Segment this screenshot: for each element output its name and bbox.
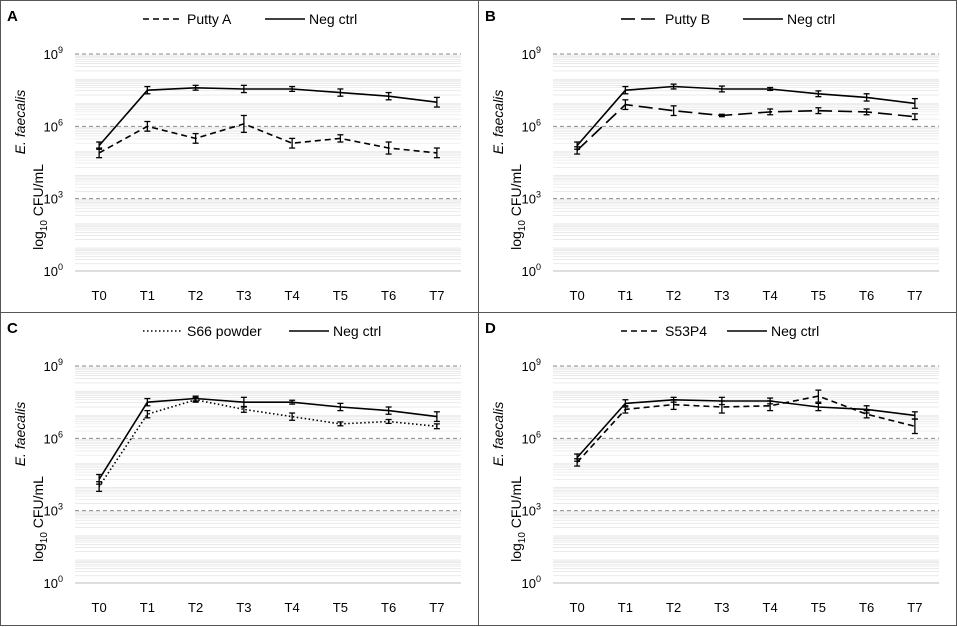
x-tick-label: T1 [140, 600, 155, 615]
x-tick-label: T6 [859, 600, 874, 615]
y-axis-label-line1: E. faecalis [12, 402, 28, 467]
y-tick-label: 100 [522, 262, 541, 279]
y-tick-label: 100 [522, 574, 541, 591]
x-tick-label: T2 [188, 288, 203, 303]
series-line-0 [98, 123, 437, 154]
y-tick-label: 103 [522, 502, 541, 519]
x-tick-label: T3 [714, 600, 729, 615]
x-tick-label: T0 [570, 288, 585, 303]
series-line-1 [576, 398, 915, 459]
series-line-0 [576, 395, 916, 463]
x-tick-label: T6 [381, 288, 396, 303]
x-tick-label: T6 [381, 600, 396, 615]
y-tick-label: 103 [522, 190, 541, 207]
x-tick-label: T5 [333, 600, 348, 615]
series-line-0 [576, 103, 915, 151]
x-tick-label: T5 [811, 288, 826, 303]
panel-letter: B [485, 8, 496, 25]
y-tick-label: 106 [522, 429, 541, 446]
chart-panel-d: D 109 106 103 100 T0 T1 T2 T3 T4 T5 T6 T7 E. faecalis… [478, 312, 957, 626]
y-axis-label-line1: E. faecalis [490, 402, 506, 467]
y-tick-label: 100 [44, 574, 63, 591]
chart-panel-a: A 109 106 103 100 T0 T1 T2 T3 T4 T5 T6 T7 E. faecalis… [0, 0, 479, 313]
x-tick-label: T0 [92, 600, 107, 615]
legend-label: Neg ctrl [787, 11, 835, 27]
y-tick-label: 106 [44, 117, 63, 134]
y-tick-label: 100 [44, 262, 63, 279]
panel-letter: C [7, 320, 18, 337]
y-axis-label-line1: E. faecalis [12, 90, 28, 155]
x-tick-label: T0 [92, 288, 107, 303]
x-tick-label: T2 [188, 600, 203, 615]
chart-svg-a: A 109 106 103 100 T0 T1 T2 T3 T4 T5 T6 T7 E. faecalis… [7, 8, 461, 303]
series-line-0 [98, 398, 437, 488]
panel-letter: D [485, 320, 496, 337]
x-tick-label: T7 [907, 600, 922, 615]
chart-panel-b: B 109 106 103 100 T0 T1 T2 T3 T4 T5 T6 T7 E. faecalis… [478, 0, 957, 313]
x-tick-label: T0 [570, 600, 585, 615]
x-tick-label: T4 [285, 600, 300, 615]
y-axis-label-line2: log10 CFU/mL [30, 476, 50, 562]
legend-label: S53P4 [665, 323, 707, 339]
x-tick-label: T4 [763, 600, 778, 615]
y-tick-label: 109 [522, 357, 541, 374]
series-line-1 [576, 85, 915, 147]
x-tick-label: T1 [618, 288, 633, 303]
x-tick-label: T2 [666, 288, 681, 303]
chart-svg-d: D 109 106 103 100 T0 T1 T2 T3 T4 T5 T6 T7 E. faecalis… [485, 320, 939, 615]
y-tick-label: 106 [522, 117, 541, 134]
panel-letter: A [7, 8, 18, 25]
x-tick-label: T7 [907, 288, 922, 303]
legend-label: Neg ctrl [309, 11, 357, 27]
y-tick-label: 109 [44, 357, 63, 374]
y-tick-label: 106 [44, 429, 63, 446]
x-tick-label: T4 [763, 288, 778, 303]
y-axis-label-line2: log10 CFU/mL [30, 164, 50, 250]
x-tick-label: T6 [859, 288, 874, 303]
y-tick-label: 103 [44, 502, 63, 519]
x-tick-label: T7 [429, 600, 444, 615]
x-tick-label: T2 [666, 600, 681, 615]
legend-label: S66 powder [187, 323, 262, 339]
chart-svg-b: B 109 106 103 100 T0 T1 T2 T3 T4 T5 T6 T7 E. faecalis… [485, 8, 939, 303]
y-axis-label-line2: log10 CFU/mL [508, 164, 528, 250]
y-tick-label: 109 [522, 45, 541, 62]
y-axis-label-line2: log10 CFU/mL [508, 476, 528, 562]
series-line-1 [98, 86, 437, 147]
x-tick-label: T5 [811, 600, 826, 615]
legend-label: Neg ctrl [771, 323, 819, 339]
series-line-1 [98, 397, 437, 480]
y-tick-label: 103 [44, 190, 63, 207]
legend-label: Neg ctrl [333, 323, 381, 339]
x-tick-label: T4 [285, 288, 300, 303]
x-tick-label: T7 [429, 288, 444, 303]
y-tick-label: 109 [44, 45, 63, 62]
x-tick-label: T1 [618, 600, 633, 615]
y-axis-label-line1: E. faecalis [490, 90, 506, 155]
chart-panel-c: C 109 106 103 100 T0 T1 T2 T3 T4 T5 T6 T7 E. faecalis… [0, 312, 479, 626]
legend-label: Putty A [187, 11, 232, 27]
x-tick-label: T1 [140, 288, 155, 303]
chart-svg-c: C 109 106 103 100 T0 T1 T2 T3 T4 T5 T6 T7 E. faecalis… [7, 320, 461, 615]
x-tick-label: T3 [236, 600, 251, 615]
x-tick-label: T3 [236, 288, 251, 303]
x-tick-label: T5 [333, 288, 348, 303]
x-tick-label: T3 [714, 288, 729, 303]
legend-label: Putty B [665, 11, 710, 27]
